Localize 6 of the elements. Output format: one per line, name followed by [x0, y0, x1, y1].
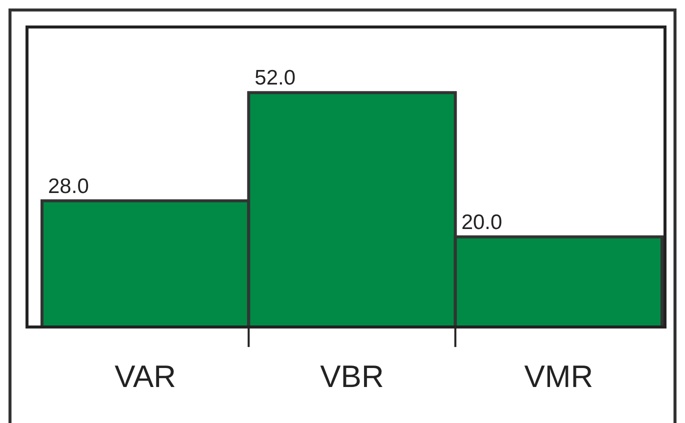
data-label: 28.0	[48, 174, 89, 198]
x-tick-label: VBR	[320, 359, 384, 394]
x-tick-label: VMR	[524, 359, 594, 394]
data-label: 20.0	[461, 210, 502, 234]
data-label: 52.0	[254, 66, 296, 90]
x-tick-label: VAR	[114, 359, 176, 394]
